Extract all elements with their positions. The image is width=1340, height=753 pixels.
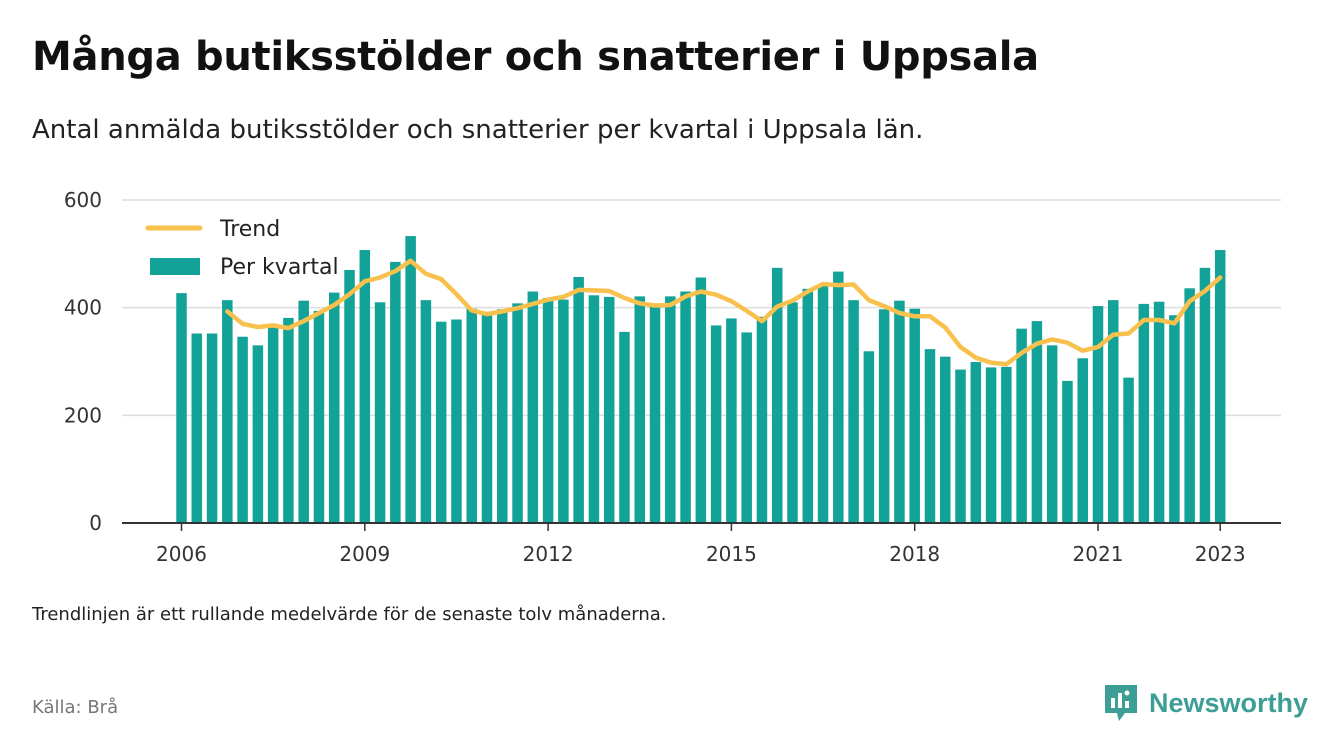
y-tick-label: 0 — [89, 511, 102, 535]
bar — [222, 300, 233, 523]
bar — [1077, 358, 1088, 523]
bar — [741, 332, 752, 523]
bar — [237, 336, 248, 523]
bar — [1169, 315, 1180, 523]
bar — [710, 325, 722, 523]
bar — [206, 333, 218, 523]
bar — [405, 236, 416, 523]
bar — [1046, 345, 1058, 523]
bar — [1031, 321, 1043, 523]
bar — [359, 250, 371, 523]
bar — [1184, 288, 1195, 523]
bar — [329, 292, 340, 523]
source-credit: Källa: Brå — [32, 697, 119, 718]
bar — [1016, 328, 1027, 523]
legend-bar-swatch — [150, 258, 200, 275]
bar — [176, 293, 187, 523]
bar — [1062, 380, 1073, 523]
bar — [481, 312, 493, 523]
bar — [267, 327, 279, 523]
bar — [573, 276, 584, 523]
bar — [649, 304, 661, 523]
bar — [833, 271, 844, 523]
chart: 0 200 400 600 2006 2009 2012 2015 2018 2021 2023 Tr… — [64, 188, 1281, 566]
bar — [665, 296, 676, 523]
bar — [695, 277, 707, 523]
bar — [451, 319, 462, 523]
trend-line — [225, 258, 1223, 367]
bar — [497, 309, 508, 523]
bar — [420, 300, 432, 523]
bar — [603, 296, 615, 523]
bar — [588, 295, 600, 523]
bar — [634, 296, 645, 523]
bar — [1001, 366, 1012, 523]
chart-title: Många butiksstölder och snatterier i Upp… — [32, 34, 1039, 80]
bar — [527, 291, 539, 523]
bar — [1138, 303, 1150, 523]
bar — [1153, 301, 1165, 523]
bar — [863, 351, 875, 523]
logo-text: Newsworthy — [1149, 687, 1309, 718]
bar — [817, 285, 829, 523]
legend-bar-label: Per kvartal — [220, 255, 339, 280]
x-tick-label: 2018 — [889, 542, 940, 566]
bar — [1199, 267, 1211, 523]
bar — [924, 349, 936, 523]
bar — [909, 308, 920, 523]
bar — [298, 300, 309, 523]
x-tick-label: 2015 — [706, 542, 757, 566]
chart-note: Trendlinjen är ett rullande medelvärde f… — [32, 604, 667, 625]
newsworthy-logo[interactable]: Newsworthy — [1103, 683, 1308, 723]
bar — [1214, 250, 1226, 523]
bar — [894, 300, 905, 523]
bar — [848, 300, 859, 523]
y-tick-label: 600 — [64, 188, 102, 212]
bar — [802, 288, 814, 523]
bar — [619, 331, 630, 523]
x-tick-label: 2023 — [1195, 542, 1246, 566]
bar — [1092, 306, 1104, 523]
bar — [1123, 377, 1134, 523]
chart-subtitle: Antal anmälda butiksstölder och snatteri… — [32, 115, 924, 145]
legend-trend-label: Trend — [219, 217, 280, 242]
bar — [1108, 300, 1119, 523]
bar — [313, 310, 325, 523]
bar — [787, 302, 798, 523]
x-tick-label: 2009 — [339, 542, 390, 566]
bar — [940, 356, 951, 523]
bar — [726, 318, 737, 523]
bar — [283, 317, 294, 523]
bar — [756, 316, 768, 523]
newsworthy-logo-icon — [1105, 685, 1137, 721]
x-tick-label: 2006 — [156, 542, 207, 566]
bar — [558, 299, 569, 523]
x-tick-label: 2021 — [1073, 542, 1124, 566]
bar — [970, 362, 982, 523]
bar — [680, 291, 691, 523]
y-tick-label: 200 — [64, 403, 102, 427]
bar — [512, 303, 523, 523]
bar — [435, 321, 447, 523]
bar — [252, 345, 264, 523]
bar — [985, 367, 997, 523]
bar — [191, 333, 203, 523]
bar — [390, 261, 401, 523]
bar — [771, 267, 783, 523]
bar — [466, 308, 477, 523]
bar — [955, 369, 966, 523]
y-tick-label: 400 — [64, 296, 102, 320]
bar — [878, 309, 890, 523]
bar — [374, 302, 386, 523]
bar — [344, 269, 355, 523]
bar — [542, 297, 554, 523]
x-tick-label: 2012 — [523, 542, 574, 566]
